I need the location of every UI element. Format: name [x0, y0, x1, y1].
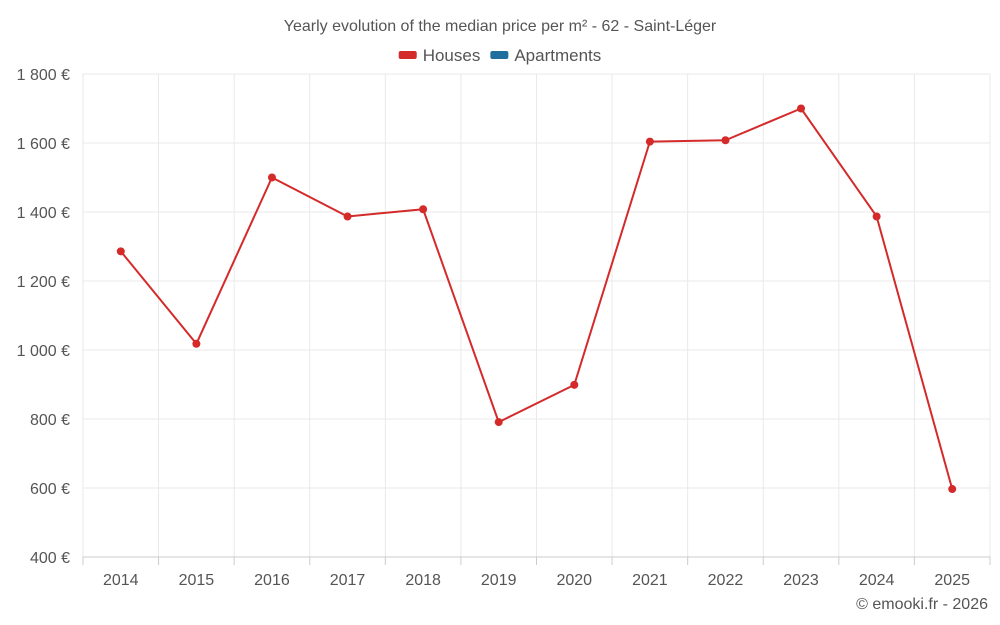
x-tick-label: 2016 [254, 572, 290, 589]
y-tick-label: 1 200 € [17, 274, 70, 291]
x-tick-label: 2023 [783, 572, 819, 589]
data-point[interactable] [721, 136, 730, 145]
x-tick-label: 2020 [556, 572, 592, 589]
legend-swatch [398, 51, 417, 59]
data-point[interactable] [116, 247, 125, 256]
x-tick-label: 2017 [330, 572, 366, 589]
x-tick-label: 2015 [179, 572, 215, 589]
data-point[interactable] [797, 104, 806, 113]
series-layer [116, 104, 957, 494]
data-point[interactable] [192, 339, 201, 348]
x-tick-label: 2018 [405, 572, 441, 589]
data-point[interactable] [494, 418, 503, 427]
x-tick-label: 2021 [632, 572, 668, 589]
chart-title: Yearly evolution of the median price per… [284, 18, 717, 35]
y-tick-label: 1 000 € [17, 343, 70, 360]
x-tick-label: 2025 [934, 572, 970, 589]
credit-text: © emooki.fr - 2026 [856, 596, 988, 613]
y-tick-label: 800 € [30, 412, 70, 429]
y-tick-label: 1 800 € [17, 67, 70, 84]
axes: 400 € 600 € 800 € 1 000 € 1 200 € 1 400 € 1 60… [17, 67, 991, 589]
y-tick-label: 1 400 € [17, 205, 70, 222]
x-tick-label: 2019 [481, 572, 517, 589]
legend-item-houses[interactable]: Houses [398, 46, 481, 65]
y-tick-label: 1 600 € [17, 136, 70, 153]
grid [82, 73, 991, 557]
x-tick-label: 2022 [708, 572, 744, 589]
data-point[interactable] [419, 205, 428, 214]
data-point[interactable] [948, 485, 957, 494]
y-tick-label: 400 € [30, 550, 70, 567]
data-point[interactable] [645, 137, 654, 146]
data-point[interactable] [872, 212, 881, 221]
y-tick-label: 600 € [30, 481, 70, 498]
legend-swatch [490, 51, 509, 59]
legend-label: Apartments [514, 46, 601, 65]
x-tick-label: 2014 [103, 572, 139, 589]
legend-item-apartments[interactable]: Apartments [490, 46, 601, 65]
legend-label: Houses [423, 46, 481, 65]
data-point[interactable] [267, 173, 276, 182]
series-line-houses [120, 107, 954, 490]
legend: Houses Apartments [398, 46, 601, 65]
data-point[interactable] [343, 212, 352, 221]
x-tick-label: 2024 [859, 572, 895, 589]
data-point[interactable] [570, 380, 579, 389]
